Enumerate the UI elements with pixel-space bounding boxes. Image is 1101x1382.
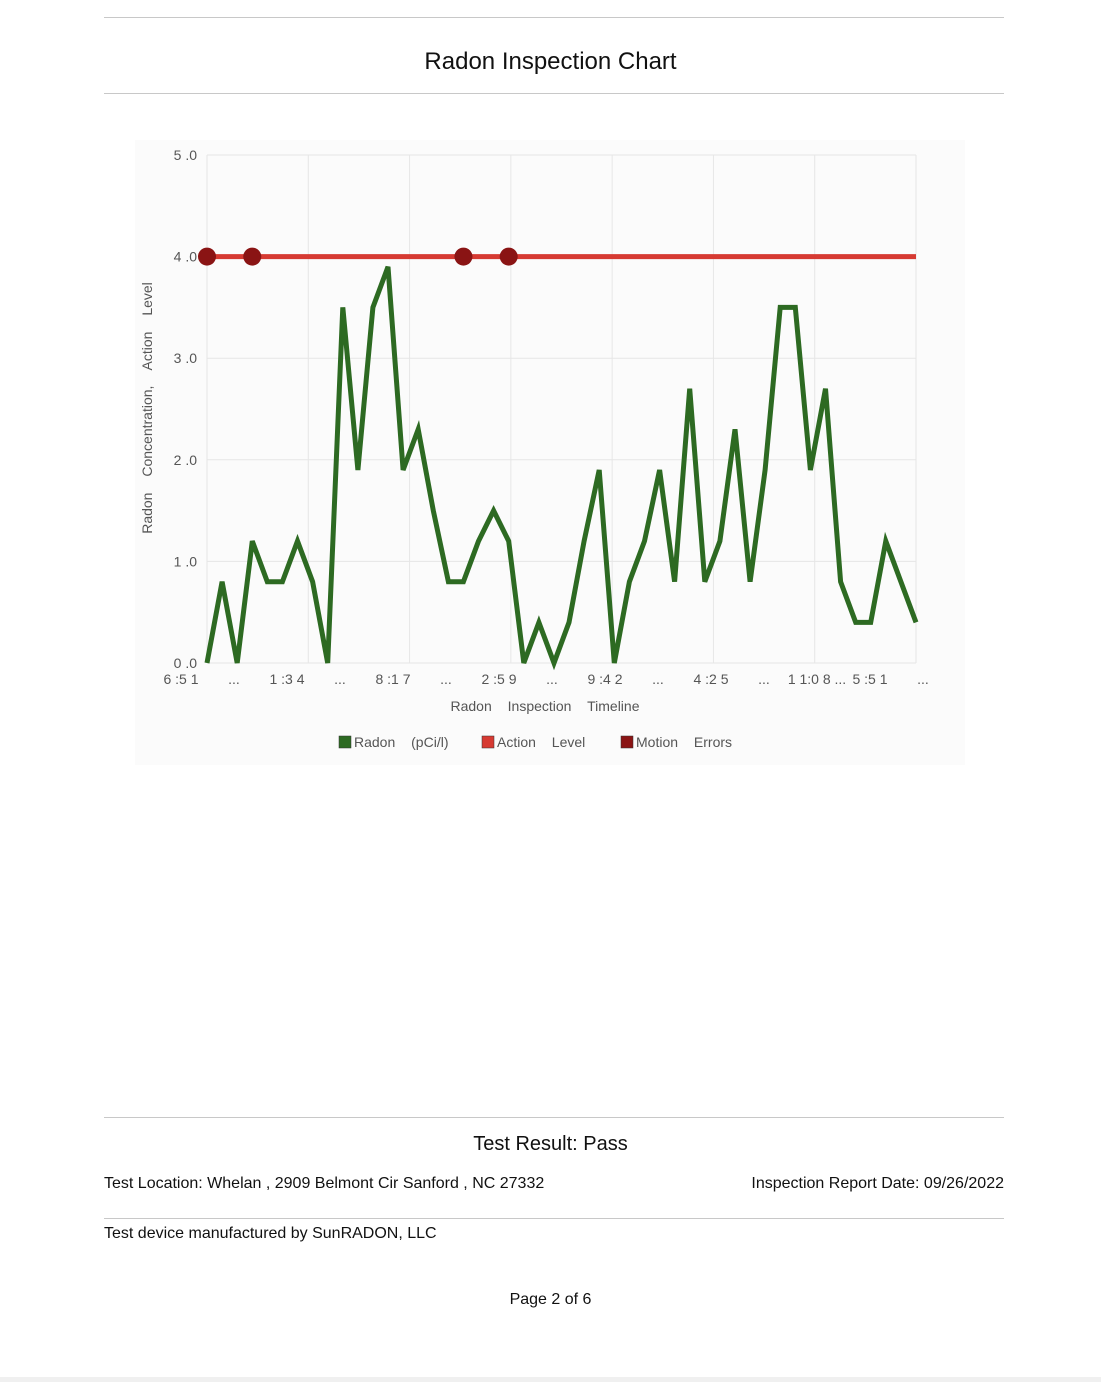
legend: Radon (pCi/l) Action Level Motion Errors	[338, 734, 732, 750]
x-tick-label: 5 :5 1	[852, 671, 887, 687]
footer-rule	[104, 1218, 1004, 1219]
motion-error-point	[243, 247, 262, 266]
legend-swatch	[481, 735, 495, 749]
x-tick-label: ...	[917, 671, 929, 687]
motion-error-point	[454, 247, 473, 266]
y-tick-label: 4 .0	[174, 249, 198, 265]
page-bottom-band	[0, 1377, 1101, 1382]
x-tick-label: ...	[546, 671, 558, 687]
legend-label: Motion Errors	[636, 734, 732, 750]
test-location: Test Location: Whelan , 2909 Belmont Cir…	[104, 1175, 545, 1192]
x-tick-label: ...	[334, 671, 346, 687]
y-tick-label: 1 .0	[174, 553, 198, 569]
x-tick-label: 4 :2 5	[693, 671, 728, 687]
x-tick-label: 1 1:0 8 ...	[788, 671, 846, 687]
legend-swatch	[338, 735, 352, 749]
result-rule	[104, 1117, 1004, 1118]
y-tick-label: 3 .0	[174, 350, 198, 366]
page-title: Radon Inspection Chart	[424, 48, 677, 75]
y-axis-label: Radon Concentration, Action Level	[139, 282, 155, 534]
chart-background	[135, 140, 965, 765]
top-rule	[104, 17, 1004, 18]
inspection-report-date: Inspection Report Date: 09/26/2022	[751, 1175, 1004, 1192]
test-result: Test Result: Pass	[473, 1133, 628, 1155]
legend-swatch	[620, 735, 634, 749]
x-tick-label: ...	[758, 671, 770, 687]
x-tick-label: 8 :1 7	[375, 671, 410, 687]
radon-line	[204, 265, 919, 671]
legend-label: Action Level	[497, 734, 585, 750]
x-tick-label: 9 :4 2	[587, 671, 622, 687]
x-tick-label: 6 :5 1	[163, 671, 198, 687]
y-tick-label: 2 .0	[174, 452, 198, 468]
x-axis-label: Radon Inspection Timeline	[451, 698, 640, 714]
motion-error-point	[499, 247, 518, 266]
radon-chart: 0 .0 1 .0 2 .0 3 .0 4 .0 5 .0 6 :5 1... 1 :3 4…	[135, 140, 965, 765]
x-tick-label: 1 :3 4	[269, 671, 304, 687]
x-tick-label: ...	[440, 671, 452, 687]
title-rule	[104, 93, 1004, 94]
motion-errors-layer	[198, 247, 518, 266]
x-tick-label: 2 :5 9	[481, 671, 516, 687]
radon-series-layer	[204, 265, 919, 671]
legend-label: Radon (pCi/l)	[354, 734, 448, 750]
motion-error-point	[198, 247, 216, 266]
page-number: Page 2 of 6	[509, 1291, 592, 1308]
y-tick-label: 5 .0	[174, 147, 198, 163]
x-tick-label: ...	[228, 671, 240, 687]
y-tick-label: 0 .0	[174, 655, 198, 671]
x-tick-labels: 6 :5 1... 1 :3 4... 8 :1 7... 2 :5 9... 9 :4…	[163, 671, 928, 687]
device-manufacturer: Test device manufactured by SunRADON, LL…	[104, 1225, 437, 1242]
x-tick-label: ...	[652, 671, 664, 687]
y-tick-labels: 0 .0 1 .0 2 .0 3 .0 4 .0 5 .0	[174, 147, 198, 671]
